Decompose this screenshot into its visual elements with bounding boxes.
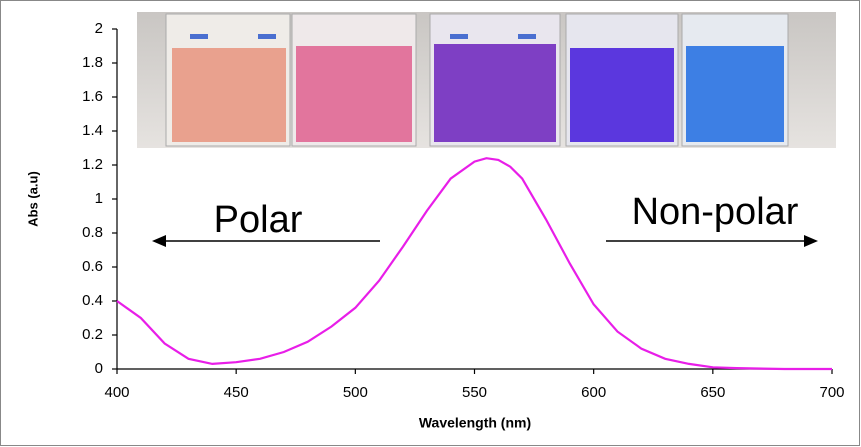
y-tick-label: 0.8: [82, 224, 103, 241]
annotation: Polar: [214, 199, 303, 241]
line: [116, 157, 832, 371]
x-tick-label: 550: [462, 384, 487, 401]
cuvette-photo: [137, 12, 836, 148]
x-tick-label: 400: [104, 384, 129, 401]
y-tick-label: 0.4: [82, 292, 103, 309]
x-tick-label: 700: [819, 384, 844, 401]
y-axis-label: Abs (a.u): [25, 171, 40, 227]
x-tick-label: 600: [581, 384, 606, 401]
y-tick-label: 1.4: [82, 122, 103, 139]
annotation: Non-polar: [632, 191, 799, 233]
x-tick-label: 500: [343, 384, 368, 401]
x-tick-label: 450: [224, 384, 249, 401]
x-axis-label: Wavelength (nm): [419, 415, 531, 431]
arrows: [152, 235, 818, 247]
y-tick-label: 1.2: [82, 156, 103, 173]
y-tick-label: 1.8: [82, 54, 103, 71]
y-tick-label: 1.6: [82, 88, 103, 105]
y-tick-label: 2: [95, 20, 103, 37]
y-tick-label: 0: [95, 360, 103, 377]
y-tick-label: 1: [95, 190, 103, 207]
x-tick-label: 650: [700, 384, 725, 401]
y-tick-label: 0.6: [82, 258, 103, 275]
y-tick-label: 0.2: [82, 326, 103, 343]
